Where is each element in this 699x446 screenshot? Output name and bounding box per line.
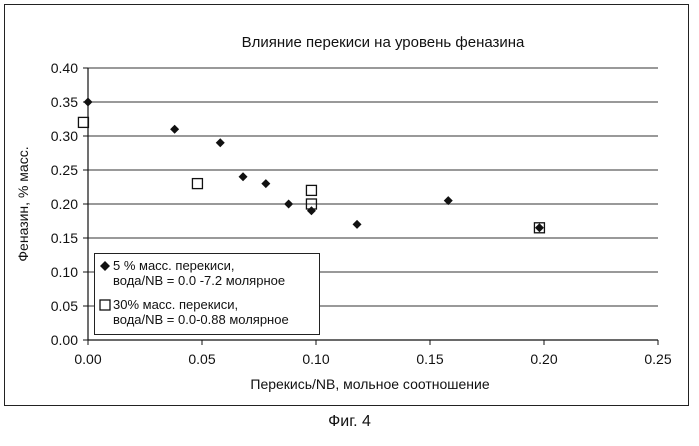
y-tick-label: 0.25	[51, 162, 78, 178]
legend-label-5pct-detail: вода/NB = 0.0 -7.2 молярное	[113, 273, 285, 288]
square-marker-icon	[99, 299, 111, 311]
data-point-diamond	[170, 125, 179, 134]
legend-label-5pct: 5 % масс. перекиси,	[113, 258, 234, 273]
data-point-diamond	[261, 179, 270, 188]
data-point-diamond	[535, 223, 544, 232]
legend: 5 % масс. перекиси, вода/NB = 0.0 -7.2 м…	[94, 253, 320, 335]
y-tick-label: 0.40	[51, 60, 78, 76]
data-point-diamond	[239, 172, 248, 181]
x-tick-label: 0.25	[644, 351, 671, 367]
y-tick-label: 0.00	[51, 332, 78, 348]
legend-label-30pct: 30% масс. перекиси,	[113, 297, 238, 312]
data-point-square	[192, 179, 202, 189]
y-tick-label: 0.10	[51, 264, 78, 280]
y-tick-label: 0.30	[51, 128, 78, 144]
data-point-diamond	[307, 206, 316, 215]
x-axis-label: Перекись/NB, мольное соотношение	[250, 376, 489, 392]
y-tick-label: 0.35	[51, 94, 78, 110]
x-tick-label: 0.05	[188, 351, 215, 367]
x-tick-label: 0.00	[74, 351, 101, 367]
chart-title: Влияние перекиси на уровень феназина	[242, 34, 525, 51]
y-axis-label: Феназин, % масс.	[15, 146, 31, 261]
y-tick-label: 0.05	[51, 298, 78, 314]
y-tick-label: 0.15	[51, 230, 78, 246]
data-point-square	[306, 185, 316, 195]
data-point-diamond	[284, 200, 293, 209]
x-tick-label: 0.15	[416, 351, 443, 367]
x-tick-label: 0.10	[302, 351, 329, 367]
data-point-square	[78, 117, 88, 127]
diamond-marker-icon	[99, 260, 111, 272]
data-point-diamond	[353, 220, 362, 229]
data-point-diamond	[84, 98, 93, 107]
figure-caption: Фиг. 4	[0, 413, 699, 431]
legend-label-30pct-detail: вода/NB = 0.0-0.88 молярное	[113, 312, 289, 327]
y-tick-label: 0.20	[51, 196, 78, 212]
x-tick-label: 0.20	[530, 351, 557, 367]
data-point-diamond	[216, 138, 225, 147]
